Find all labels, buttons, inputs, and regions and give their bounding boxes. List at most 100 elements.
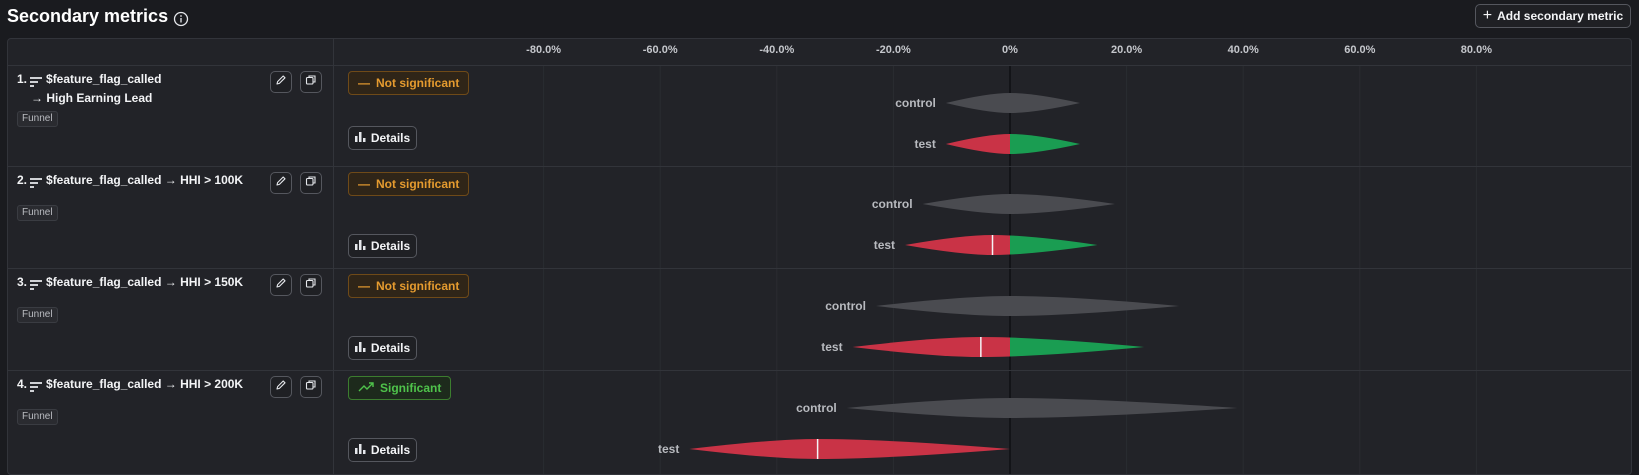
pencil-icon (275, 378, 287, 396)
control-label: control (825, 299, 866, 313)
metric-title: 2. $feature_flag_called → HHI > 100K (17, 171, 243, 190)
metric-title: 1. $feature_flag_called → High Earning Lea… (17, 70, 161, 108)
test-violin-negative (945, 134, 1010, 154)
section-title: Secondary metrics (7, 6, 169, 26)
dash-icon: — (358, 177, 370, 191)
edit-metric-button[interactable] (270, 274, 292, 296)
control-violin (922, 194, 1115, 214)
significance-label: Not significant (376, 279, 460, 293)
control-label: control (895, 96, 936, 110)
copy-icon (305, 174, 317, 192)
axis-tick-label: -20.0% (875, 44, 911, 56)
bar-chart-icon (354, 443, 366, 457)
significance-badge: Significant (348, 376, 452, 400)
metric-number: 4. (17, 377, 28, 391)
axis-tick-label: -60.0% (642, 44, 678, 56)
details-label: Details (370, 239, 411, 253)
metric-number: 1. (17, 72, 28, 86)
funnel-icon (30, 74, 43, 87)
bar-chart-icon (354, 131, 366, 145)
test-label: test (821, 340, 842, 354)
control-label: control (872, 197, 913, 211)
metrics-panel: -80.0% -60.0% -40.0% -20.0% 0% 20.0% 40.0% 60.0… (7, 38, 1632, 475)
metric-name-line1: $feature_flag_called → HHI > 200K (46, 377, 244, 391)
metric-names-column (8, 39, 334, 474)
funnel-icon (30, 175, 43, 188)
metric-type-tag: Funnel (17, 205, 58, 221)
significance-label: Significant (380, 381, 442, 395)
dash-icon: — (358, 76, 370, 90)
funnel-icon (30, 277, 43, 290)
plus-icon: + (1482, 6, 1493, 24)
control-violin (846, 398, 1238, 418)
axis-tick-label: 0% (1002, 44, 1018, 56)
metric-number: 3. (17, 275, 28, 289)
metric-name-line1: $feature_flag_called → HHI > 100K (46, 173, 244, 187)
edit-metric-button[interactable] (270, 172, 292, 194)
edit-metric-button[interactable] (270, 376, 292, 398)
funnel-icon (30, 379, 43, 392)
details-button[interactable]: Details (348, 126, 417, 150)
significance-badge: — Not significant (348, 274, 470, 298)
axis-tick-label: -40.0% (759, 44, 795, 56)
test-violin-negative (689, 439, 1010, 459)
metric-title: 4. $feature_flag_called → HHI > 200K (17, 375, 243, 394)
control-violin (945, 93, 1080, 113)
add-secondary-metric-label: Add secondary metric (1497, 9, 1624, 23)
metric-number: 2. (17, 173, 28, 187)
metric-row: 3. $feature_flag_called → HHI > 150K Funne… (8, 268, 1631, 369)
significance-label: Not significant (376, 177, 460, 191)
metric-name-line2: → High Earning Lead (31, 91, 153, 105)
axis-tick-label: 60.0% (1344, 44, 1376, 56)
significance-badge: — Not significant (348, 71, 470, 95)
metric-name-line1: $feature_flag_called (46, 72, 162, 86)
trending-up-icon (358, 381, 374, 395)
metric-type-tag: Funnel (17, 111, 58, 127)
bar-chart-icon (354, 341, 366, 355)
details-label: Details (370, 131, 411, 145)
copy-icon (305, 276, 317, 294)
metric-type-tag: Funnel (17, 409, 58, 425)
pencil-icon (275, 276, 287, 294)
axis-tick-label: 80.0% (1460, 44, 1492, 56)
test-violin-negative (852, 337, 1010, 357)
secondary-metrics-header: Secondary metrics + Add secondary metric (0, 0, 1639, 38)
bar-chart-icon (354, 239, 366, 253)
test-label: test (915, 137, 936, 151)
pencil-icon (275, 73, 287, 91)
dash-icon: — (358, 279, 370, 293)
edit-metric-button[interactable] (270, 71, 292, 93)
copy-icon (305, 73, 317, 91)
details-button[interactable]: Details (348, 438, 417, 462)
test-violin-positive (1010, 235, 1098, 255)
metric-title: 3. $feature_flag_called → HHI > 150K (17, 273, 243, 292)
metric-row: 4. $feature_flag_called → HHI > 200K Funne… (8, 370, 1631, 471)
test-violin-negative (905, 235, 1010, 255)
duplicate-metric-button[interactable] (300, 71, 322, 93)
test-label: test (874, 238, 895, 252)
details-label: Details (370, 341, 411, 355)
copy-icon (305, 378, 317, 396)
info-icon[interactable] (173, 11, 189, 27)
test-label: test (658, 442, 679, 456)
significance-label: Not significant (376, 76, 460, 90)
test-violin-positive (1010, 337, 1145, 357)
details-button[interactable]: Details (348, 336, 417, 360)
pencil-icon (275, 174, 287, 192)
metric-row: 1. $feature_flag_called → High Earning Lea… (8, 65, 1631, 166)
axis-ticks: -80.0% -60.0% -40.0% -20.0% 0% 20.0% 40.0% 60.0… (334, 39, 1631, 65)
axis-tick-label: 20.0% (1110, 44, 1143, 56)
control-label: control (796, 401, 837, 415)
axis-tick-label: 40.0% (1227, 44, 1259, 56)
test-violin-positive (1010, 134, 1080, 154)
details-label: Details (370, 443, 411, 457)
duplicate-metric-button[interactable] (300, 172, 322, 194)
add-secondary-metric-button[interactable]: + Add secondary metric (1475, 4, 1631, 28)
metric-name-line1: $feature_flag_called → HHI > 150K (46, 275, 244, 289)
details-button[interactable]: Details (348, 234, 417, 258)
axis-tick-label: -80.0% (526, 44, 562, 56)
metric-type-tag: Funnel (17, 307, 58, 323)
duplicate-metric-button[interactable] (300, 376, 322, 398)
duplicate-metric-button[interactable] (300, 274, 322, 296)
metric-row: 2. $feature_flag_called → HHI > 100K Funne… (8, 166, 1631, 267)
